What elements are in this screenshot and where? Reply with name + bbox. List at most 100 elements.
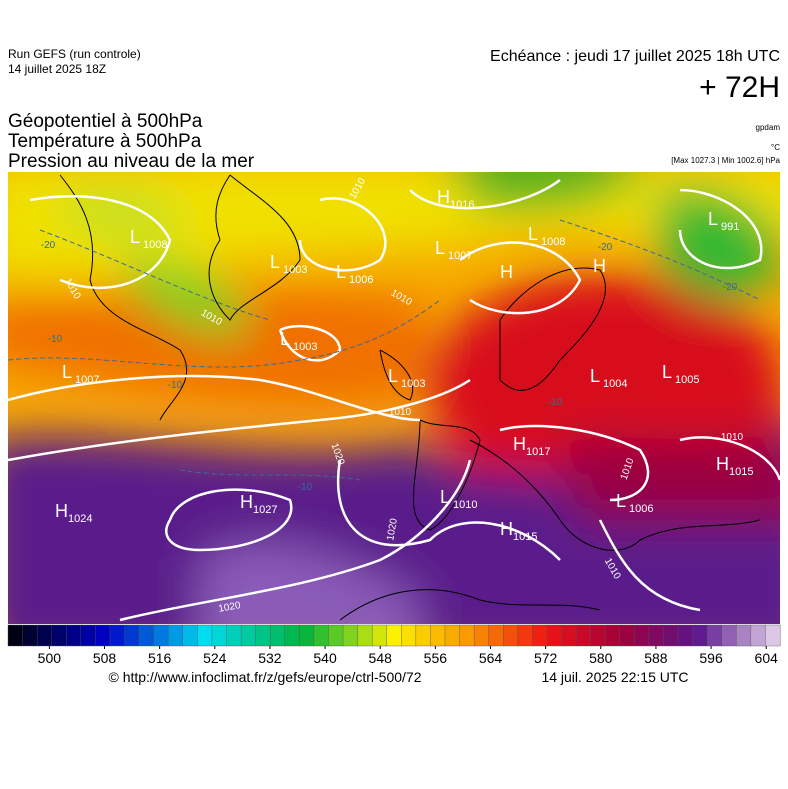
center-type: L: [440, 487, 450, 507]
center-type: L: [62, 362, 72, 382]
center-type: H: [55, 501, 68, 521]
colorbar-cell: [634, 624, 650, 647]
isobar-label: 1020: [385, 517, 400, 541]
colorbar-cell: [488, 624, 504, 647]
colorbar-cell: [590, 624, 606, 647]
center-value: 1006: [349, 274, 373, 286]
title: Température à 500hPa: [8, 131, 202, 152]
colorbar-cell: [109, 624, 126, 647]
colorbar-cell: [765, 624, 781, 647]
center-type: L: [590, 366, 600, 386]
generated-time: 14 juil. 2025 22:15 UTC: [541, 669, 688, 685]
colorbar-cell: [546, 624, 563, 647]
center-type: H: [240, 492, 253, 512]
colorbar: 500 508 516 524 532 540 548 556 564 572 580 588 596 6…: [7, 624, 781, 666]
colorbar-cell: [95, 624, 111, 647]
isotherm-label: -10: [48, 334, 63, 345]
center-value: 1003: [293, 341, 317, 353]
colorbar-cell: [736, 624, 752, 647]
colorbar-cell: [721, 624, 737, 647]
colorbar-tick-label: 580: [589, 650, 613, 666]
center-type: L: [662, 362, 672, 382]
colorbar-cell: [138, 624, 155, 647]
colorbar-cell: [444, 624, 461, 647]
colorbar-tick-label: 564: [479, 650, 503, 666]
colorbar-cell: [197, 624, 213, 647]
center-value: 1017: [526, 446, 550, 458]
colorbar-tick-label: 604: [755, 650, 779, 666]
isobars: [8, 178, 780, 622]
colorbar-cell: [153, 624, 169, 647]
center-value: 1007: [448, 250, 472, 262]
center-value: 1007: [75, 374, 99, 386]
colorbar-cell: [663, 624, 679, 647]
colorbar-cell: [532, 624, 548, 647]
colorbar-cell: [328, 624, 344, 647]
colorbar-cell: [386, 624, 402, 647]
colorbar-cell: [503, 624, 519, 647]
colorbar-cell: [401, 624, 417, 647]
isotherm-label: -10: [298, 482, 313, 493]
center-type: L: [616, 491, 626, 511]
center-type: H: [500, 519, 513, 539]
lead-time: + 72H: [699, 71, 780, 104]
run-label: Run GEFS (run controle): [8, 47, 141, 61]
source-url: © http://www.infoclimat.fr/z/gefs/europe…: [108, 669, 421, 685]
colorbar-cell: [284, 624, 300, 647]
colorbar-tick-label: 540: [313, 650, 337, 666]
center-type: H: [513, 434, 526, 454]
isotherm-label: -20: [598, 242, 613, 253]
colorbar-tick-label: 548: [369, 650, 393, 666]
isotherms: [8, 219, 761, 481]
colorbar-tick-label: 572: [534, 650, 558, 666]
center-value: 1004: [603, 378, 627, 390]
center-type: L: [270, 252, 280, 272]
colorbar-tick-label: 588: [644, 650, 668, 666]
colorbar-cell: [561, 624, 577, 647]
center-type: H: [593, 256, 606, 276]
center-type: L: [388, 366, 398, 386]
colorbar-tick-label: 556: [424, 650, 448, 666]
colorbar-cell: [459, 624, 475, 647]
colorbar-tick-label: 508: [93, 650, 117, 666]
center-value: 1005: [675, 374, 699, 386]
colorbar-cell: [575, 624, 592, 647]
colorbar-cell: [605, 624, 621, 647]
center-value: 1010: [453, 499, 477, 511]
unit: gpdam: [756, 123, 781, 132]
center-value: 1006: [629, 503, 653, 515]
center-type: L: [528, 224, 538, 244]
colorbar-cell: [619, 624, 635, 647]
colorbar-cell: [371, 624, 388, 647]
center-type: H: [500, 262, 513, 282]
colorbar-cell: [182, 624, 198, 647]
colorbar-cell: [692, 624, 708, 647]
colorbar-cell: [648, 624, 664, 647]
center-value: 991: [721, 221, 739, 233]
isotherm-label: -10: [548, 397, 563, 408]
center-type: L: [130, 227, 140, 247]
colorbar-cell: [313, 624, 329, 647]
center-type: H: [716, 454, 729, 474]
isobar-label: 1020: [218, 600, 242, 615]
colorbar-tick-label: 500: [38, 650, 62, 666]
center-value: 1003: [283, 264, 307, 276]
colorbar-cell: [255, 624, 271, 647]
colorbar-cell: [357, 624, 373, 647]
isotherm-label: -20: [41, 240, 56, 251]
center-type: L: [708, 209, 718, 229]
title: Géopotentiel à 500hPa: [8, 111, 203, 132]
colorbar-cell: [240, 624, 257, 647]
colorbar-cell: [750, 624, 766, 647]
colorbar-cell: [517, 624, 533, 647]
colorbar-cell: [36, 624, 53, 647]
unit: °C: [771, 143, 780, 152]
center-type: L: [435, 238, 445, 258]
colorbar-tick-label: 524: [203, 650, 227, 666]
center-value: 1015: [729, 466, 753, 478]
unit: [Max 1027.3 | Min 1002.6] hPa: [671, 156, 780, 165]
center-value: 1024: [68, 513, 92, 525]
